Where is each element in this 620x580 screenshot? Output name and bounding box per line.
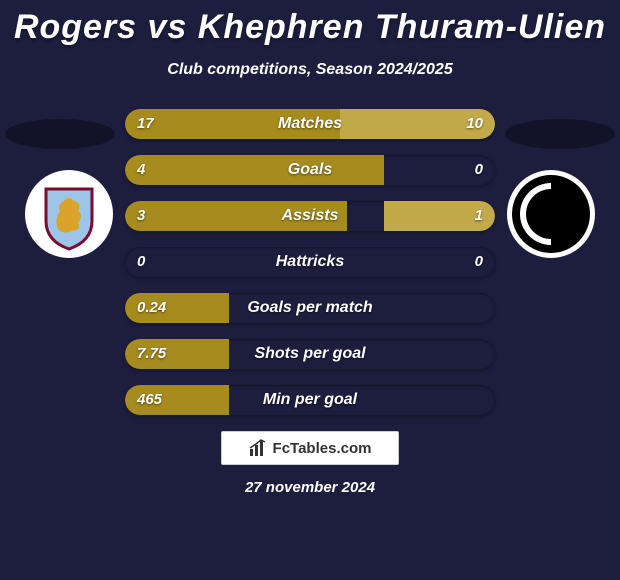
player-shadow-right [505,119,615,149]
stat-label: Goals [125,155,495,185]
stat-row: 7.75Shots per goal [125,339,495,369]
stat-row: 3Assists1 [125,201,495,231]
subtitle: Club competitions, Season 2024/2025 [0,61,620,79]
stat-row: 465Min per goal [125,385,495,415]
stat-label: Goals per match [125,293,495,323]
stat-value-right: 0 [475,155,483,185]
stat-label: Min per goal [125,385,495,415]
comparison-panel: 17Matches104Goals03Assists10Hattricks00.… [0,109,620,415]
stat-bars: 17Matches104Goals03Assists10Hattricks00.… [125,109,495,415]
stat-row: 17Matches10 [125,109,495,139]
stat-row: 0Hattricks0 [125,247,495,277]
stat-value-right: 0 [475,247,483,277]
stat-label: Shots per goal [125,339,495,369]
stat-label: Assists [125,201,495,231]
stat-label: Hattricks [125,247,495,277]
branding-text: FcTables.com [273,440,372,457]
branding-badge: FcTables.com [221,431,399,465]
stat-value-right: 10 [466,109,483,139]
stat-row: 4Goals0 [125,155,495,185]
club-crest-right [506,169,596,259]
page-title: Rogers vs Khephren Thuram-Ulien [0,0,620,47]
player-shadow-left [5,119,115,149]
branding-icon [249,439,269,457]
stat-row: 0.24Goals per match [125,293,495,323]
date-label: 27 november 2024 [0,479,620,496]
stat-label: Matches [125,109,495,139]
stat-value-right: 1 [475,201,483,231]
club-crest-left [24,169,114,259]
